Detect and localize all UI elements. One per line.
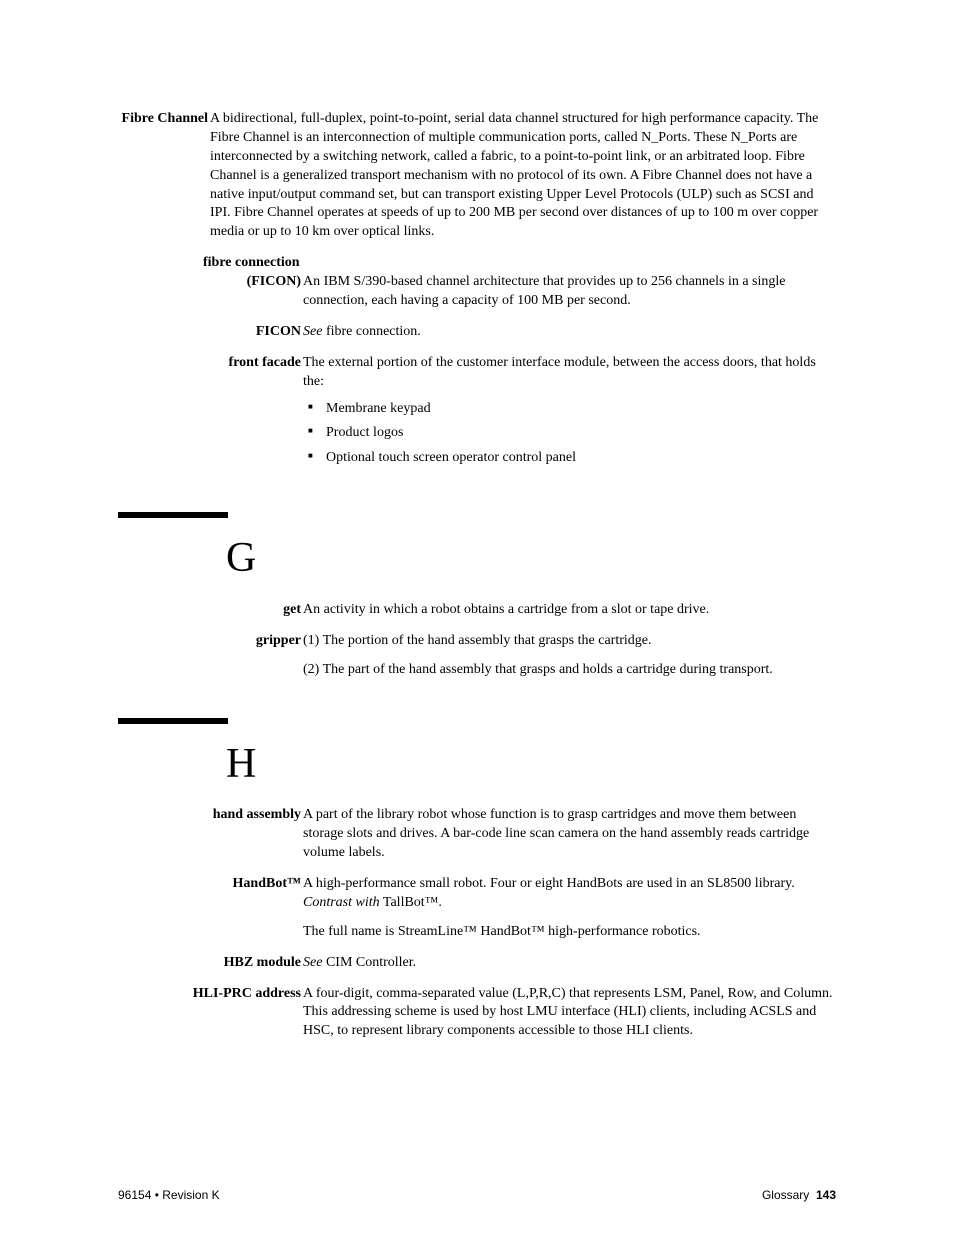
def-text: The external portion of the customer int… bbox=[303, 355, 816, 389]
section-letter-h: H bbox=[226, 736, 836, 793]
entry-hli-prc: HLI-PRC address A four-digit, comma-sepa… bbox=[118, 985, 836, 1042]
footer-page-number: 143 bbox=[816, 1188, 836, 1202]
term: FICON bbox=[118, 323, 303, 342]
term: front facade bbox=[118, 354, 303, 373]
bullet-item: Optional touch screen operator control p… bbox=[308, 449, 836, 468]
entry-get: get An activity in which a robot obtains… bbox=[118, 601, 836, 620]
def-post: TallBot™. bbox=[380, 895, 442, 910]
term: HBZ module bbox=[118, 954, 303, 973]
page: Fibre Channel A bidirectional, full-dupl… bbox=[0, 0, 954, 1235]
term: fibre connection bbox=[203, 254, 836, 273]
definition: An activity in which a robot obtains a c… bbox=[303, 601, 836, 620]
term: hand assembly bbox=[118, 806, 303, 825]
term-ficon-paren: (FICON) bbox=[118, 273, 303, 311]
entry-ficon: FICON See fibre connection. bbox=[118, 323, 836, 342]
definition: See fibre connection. bbox=[303, 323, 836, 342]
definition: See CIM Controller. bbox=[303, 954, 836, 973]
entry-fibre-connection: fibre connection (FICON) An IBM S/390-ba… bbox=[118, 254, 836, 311]
see-italic: See bbox=[303, 324, 322, 339]
see-target: fibre connection. bbox=[322, 324, 420, 339]
term: HLI-PRC address bbox=[118, 985, 303, 1004]
term: Fibre Channel bbox=[118, 110, 210, 129]
definition: A part of the library robot whose functi… bbox=[303, 806, 836, 863]
entry-hand-assembly: hand assembly A part of the library robo… bbox=[118, 806, 836, 863]
entry-gripper: gripper (1) The portion of the hand asse… bbox=[118, 632, 836, 680]
def-1: (1) The portion of the hand assembly tha… bbox=[303, 632, 836, 651]
def-1: A high-performance small robot. Four or … bbox=[303, 875, 836, 913]
term: gripper bbox=[118, 632, 303, 651]
page-footer: 96154 • Revision K Glossary 143 bbox=[118, 1187, 836, 1203]
section-letter-g: G bbox=[226, 530, 836, 587]
footer-section: Glossary bbox=[762, 1188, 809, 1202]
def-pre: A high-performance small robot. Four or … bbox=[303, 876, 795, 891]
definition: An IBM S/390-based channel architecture … bbox=[303, 273, 836, 311]
see-target: CIM Controller. bbox=[322, 955, 416, 970]
entry-hbz: HBZ module See CIM Controller. bbox=[118, 954, 836, 973]
entry-front-facade: front facade The external portion of the… bbox=[118, 354, 836, 474]
definition: (1) The portion of the hand assembly tha… bbox=[303, 632, 836, 680]
definition: The external portion of the customer int… bbox=[303, 354, 836, 474]
section-rule bbox=[118, 718, 228, 724]
definition: A bidirectional, full-duplex, point-to-p… bbox=[210, 110, 836, 242]
see-italic: See bbox=[303, 955, 322, 970]
section-rule bbox=[118, 512, 228, 518]
def-2: (2) The part of the hand assembly that g… bbox=[303, 661, 836, 680]
bullet-list: Membrane keypad Product logos Optional t… bbox=[308, 400, 836, 469]
term: HandBot™ bbox=[118, 875, 303, 894]
footer-right: Glossary 143 bbox=[762, 1187, 836, 1203]
entry-fibre-channel: Fibre Channel A bidirectional, full-dupl… bbox=[118, 110, 836, 242]
definition: A four-digit, comma-separated value (L,P… bbox=[303, 985, 836, 1042]
bullet-item: Membrane keypad bbox=[308, 400, 836, 419]
contrast-italic: Contrast with bbox=[303, 895, 380, 910]
entry-handbot: HandBot™ A high-performance small robot.… bbox=[118, 875, 836, 942]
definition: A high-performance small robot. Four or … bbox=[303, 875, 836, 942]
bullet-item: Product logos bbox=[308, 424, 836, 443]
term: get bbox=[118, 601, 303, 620]
footer-left: 96154 • Revision K bbox=[118, 1187, 220, 1203]
def-2: The full name is StreamLine™ HandBot™ hi… bbox=[303, 923, 836, 942]
